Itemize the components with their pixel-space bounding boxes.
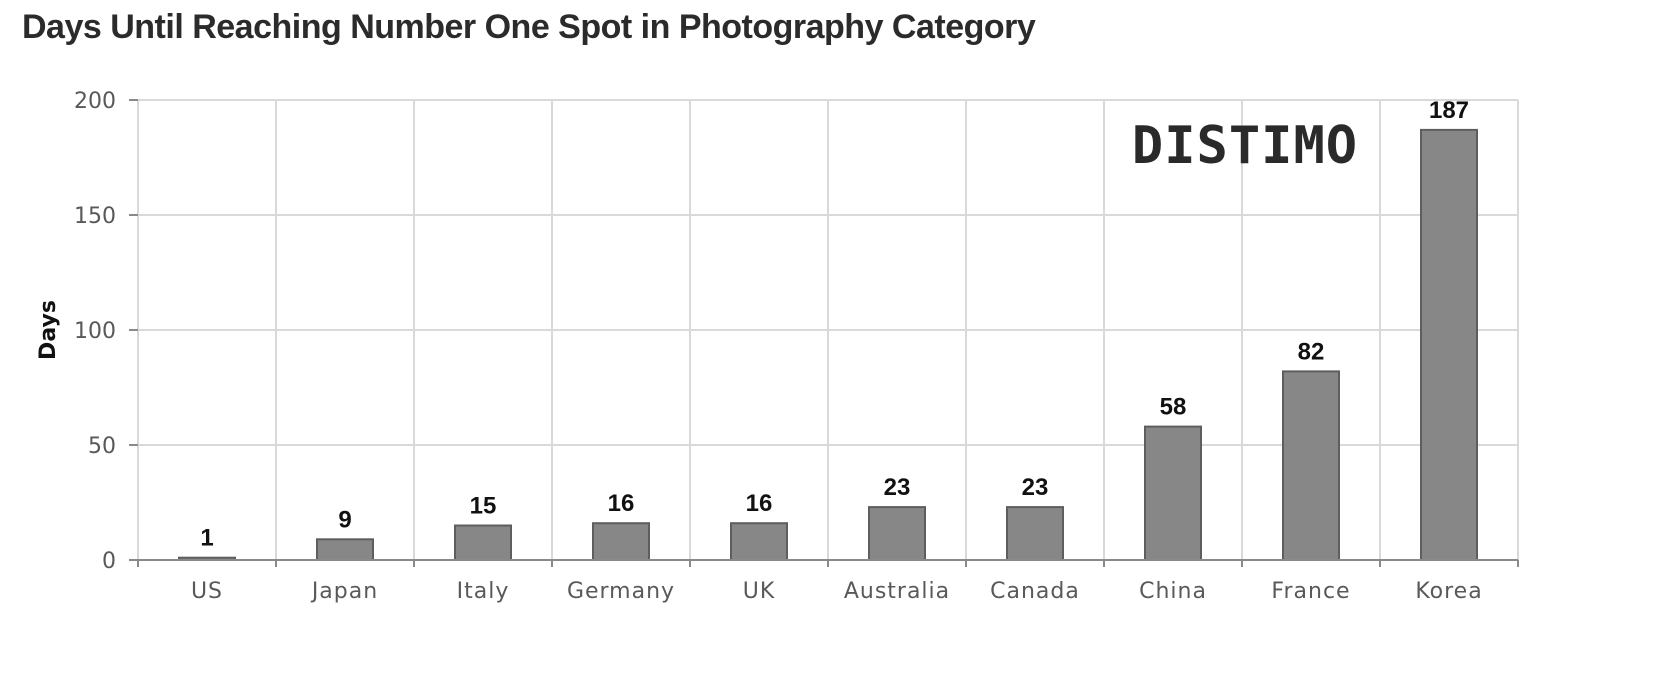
y-tick-label: 0 — [102, 549, 116, 574]
labels-layer: 0 50 100 150 200 1 US 9 Japan 15 Italy 16 Germany 16 U… — [74, 89, 1482, 604]
bar — [1144, 425, 1202, 561]
distimo-logo: DISTIMO — [1132, 116, 1358, 176]
bar — [316, 538, 374, 561]
y-tick-label: 150 — [74, 204, 116, 229]
bar — [1282, 370, 1340, 561]
data-label: 16 — [746, 490, 773, 517]
data-label: 23 — [884, 474, 911, 501]
x-tick-label: US — [191, 579, 223, 604]
data-label: 1 — [200, 525, 213, 552]
bar — [1420, 128, 1478, 561]
grid-layer — [137, 99, 1519, 560]
data-label: 16 — [608, 490, 635, 517]
data-label: 187 — [1429, 97, 1469, 124]
y-axis-label: Days — [36, 300, 61, 360]
x-tick-label: Canada — [990, 579, 1080, 604]
bar — [1006, 506, 1064, 562]
data-label: 58 — [1160, 394, 1187, 421]
x-tick-label: Italy — [457, 579, 510, 604]
x-tick-label: UK — [743, 579, 776, 604]
y-tick-label: 200 — [74, 89, 116, 114]
x-tick-label: Korea — [1415, 579, 1482, 604]
y-tick-label: 100 — [74, 319, 116, 344]
axes-layer — [129, 99, 1519, 567]
bar — [868, 506, 926, 562]
bars-layer — [178, 128, 1478, 562]
data-label: 82 — [1298, 338, 1325, 365]
x-tick-label: Japan — [310, 579, 378, 604]
y-tick-label: 50 — [88, 434, 116, 459]
bar — [592, 522, 650, 562]
chart-title: Days Until Reaching Number One Spot in P… — [22, 8, 1036, 46]
data-label: 23 — [1022, 474, 1049, 501]
x-tick-label: France — [1271, 579, 1350, 604]
data-label: 15 — [470, 493, 497, 520]
bar — [730, 522, 788, 562]
x-tick-label: China — [1139, 579, 1207, 604]
x-tick-label: Germany — [567, 579, 675, 604]
x-tick-label: Australia — [844, 579, 950, 604]
bar — [454, 524, 512, 561]
data-label: 9 — [338, 506, 351, 533]
